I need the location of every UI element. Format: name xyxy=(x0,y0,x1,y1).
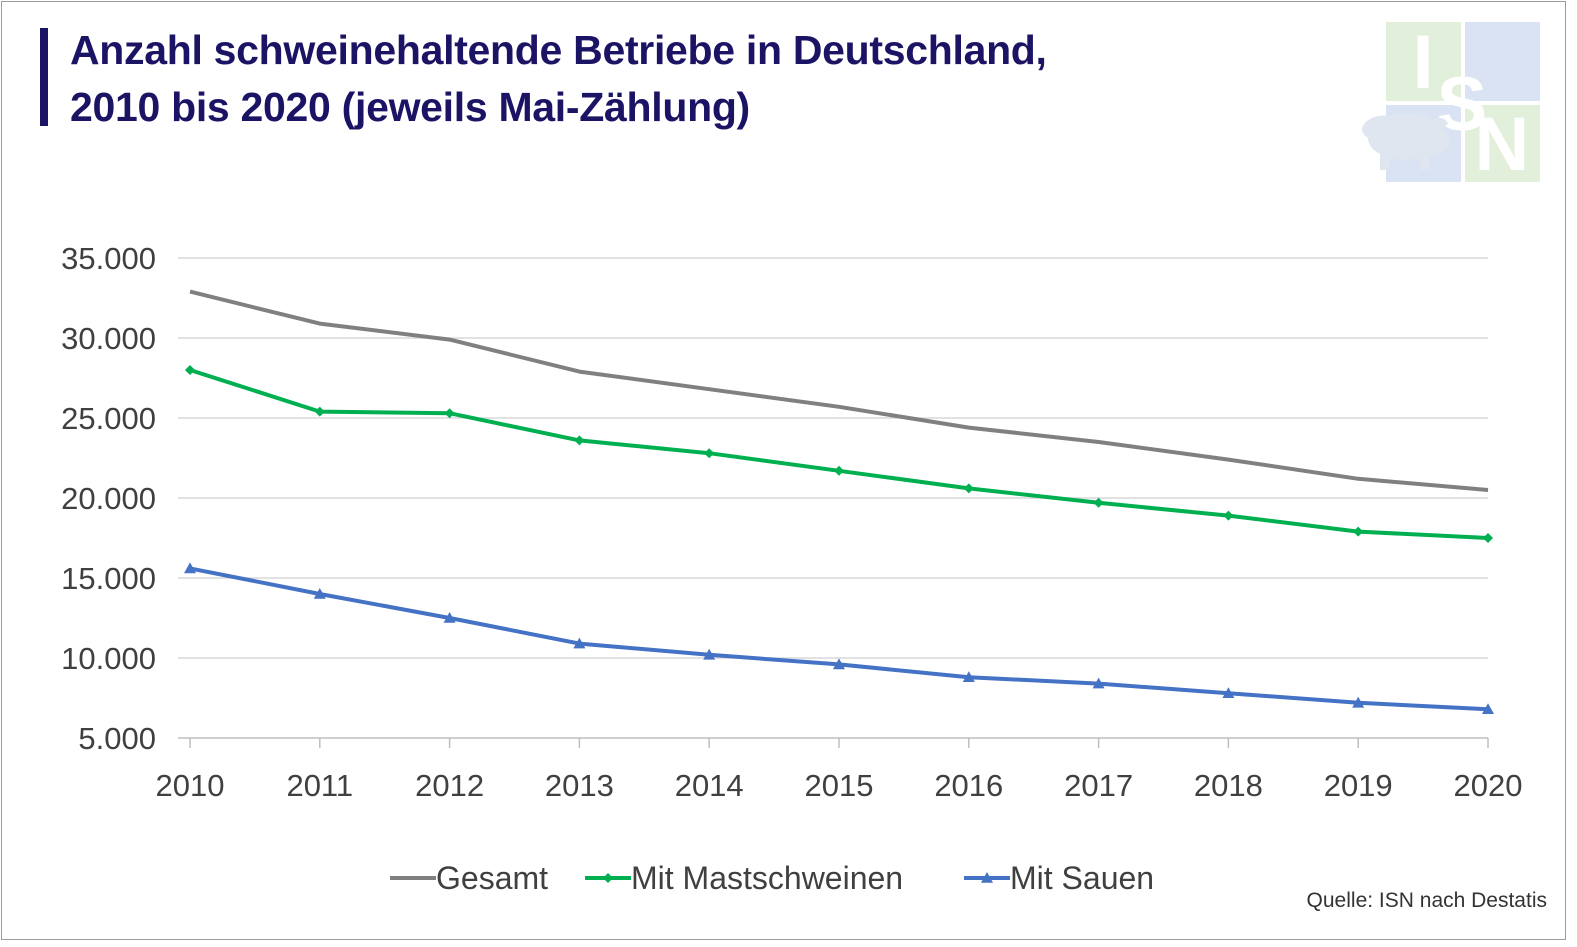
x-tick-label: 2017 xyxy=(1064,768,1133,803)
x-tick-label: 2018 xyxy=(1194,768,1263,803)
legend-label-mit-sauen: Mit Sauen xyxy=(1010,860,1154,896)
logo-tile-blue-top-right xyxy=(1465,22,1540,101)
logo-letter-n: N xyxy=(1475,102,1530,182)
x-tick-labels: 2010 2011 2012 2013 2014 2015 2016 2017 2018 2019… xyxy=(156,768,1523,803)
y-tick-label: 5.000 xyxy=(78,721,156,756)
legend-label-mit-mastschweinen: Mit Mastschweinen xyxy=(631,860,903,896)
y-tick-label: 10.000 xyxy=(61,641,156,676)
pig-icon xyxy=(1362,113,1450,170)
logo-tile-green-top-left xyxy=(1386,22,1461,101)
legend-item-gesamt: Gesamt xyxy=(390,860,548,896)
y-tick-label: 20.000 xyxy=(61,481,156,516)
data-point-mit-sauen xyxy=(573,637,586,649)
x-tick-label: 2013 xyxy=(545,768,614,803)
x-tick-label: 2011 xyxy=(286,768,353,803)
legend-label-gesamt: Gesamt xyxy=(436,860,548,896)
data-point-mit-sauen xyxy=(1352,696,1365,708)
data-point-mit-mastschweinen xyxy=(1223,510,1234,521)
legend: Gesamt Mit Mastschweinen Mit Sauen xyxy=(390,860,1154,896)
series-line-mit-mastschweinen xyxy=(189,368,1489,540)
legend-item-mit-sauen: Mit Sauen xyxy=(964,860,1154,896)
isn-logo: I S N xyxy=(1362,22,1540,182)
y-tick-label: 15.000 xyxy=(61,561,156,596)
chart-title: Anzahl schweinehaltende Betriebe in Deut… xyxy=(70,22,1047,136)
title-accent-bar xyxy=(40,28,48,126)
legend-marker-mit-sauen xyxy=(981,872,993,883)
logo-letter-i: I xyxy=(1412,22,1433,105)
y-tick-label: 25.000 xyxy=(61,401,156,436)
grid-lines xyxy=(178,257,1488,659)
data-point-mit-sauen xyxy=(962,671,975,682)
data-point-mit-sauen xyxy=(443,612,456,623)
data-point-mit-mastschweinen xyxy=(314,406,325,417)
y-tick-labels: 5.000 10.000 15.000 20.000 25.000 30.000 35.00… xyxy=(61,241,156,756)
series-lines xyxy=(184,289,1494,714)
x-tick-label: 2010 xyxy=(156,768,225,803)
x-tick-label: 2016 xyxy=(934,768,1003,803)
data-point-mit-sauen xyxy=(1482,703,1494,714)
data-point-mit-sauen xyxy=(1222,687,1235,698)
data-point-mit-sauen xyxy=(703,648,716,660)
data-point-mit-mastschweinen xyxy=(704,448,715,459)
y-tick-label: 35.000 xyxy=(61,241,156,276)
data-point-mit-mastschweinen xyxy=(963,483,974,494)
data-point-mit-mastschweinen xyxy=(444,408,455,419)
data-point-mit-sauen xyxy=(1092,677,1105,689)
data-point-mit-mastschweinen xyxy=(834,465,844,476)
data-point-mit-mastschweinen xyxy=(1353,526,1364,537)
series-mit-mastschweinen xyxy=(185,365,1493,543)
legend-item-mit-mastschweinen: Mit Mastschweinen xyxy=(585,860,903,896)
x-tick-label: 2015 xyxy=(805,768,874,803)
data-point-mit-mastschweinen xyxy=(1483,533,1493,543)
source-note: Quelle: ISN nach Destatis xyxy=(1306,889,1547,912)
chart-title-line-1: Anzahl schweinehaltende Betriebe in Deut… xyxy=(70,27,1047,73)
x-tick-label: 2020 xyxy=(1454,768,1523,803)
data-point-mit-mastschweinen xyxy=(1093,497,1104,508)
data-point-mit-mastschweinen xyxy=(574,435,585,446)
x-tick-label: 2014 xyxy=(675,768,744,803)
legend-marker-mit-mastschweinen xyxy=(603,873,613,883)
y-tick-label: 30.000 xyxy=(61,321,156,356)
data-point-mit-sauen xyxy=(833,658,845,670)
x-axis xyxy=(178,737,1489,748)
chart-title-line-2: 2010 bis 2020 (jeweils Mai-Zählung) xyxy=(70,84,750,130)
series-mit-sauen xyxy=(184,562,1494,714)
logo-tile-green-bottom-right xyxy=(1465,105,1540,182)
series-line-gesamt xyxy=(189,289,1489,492)
data-point-mit-sauen xyxy=(184,562,196,574)
x-tick-label: 2019 xyxy=(1324,768,1393,803)
series-gesamt xyxy=(189,289,1489,492)
x-tick-label: 2012 xyxy=(415,768,484,803)
series-line-mit-sauen xyxy=(189,566,1489,712)
data-point-mit-sauen xyxy=(313,588,326,599)
data-point-mit-mastschweinen xyxy=(185,365,195,375)
